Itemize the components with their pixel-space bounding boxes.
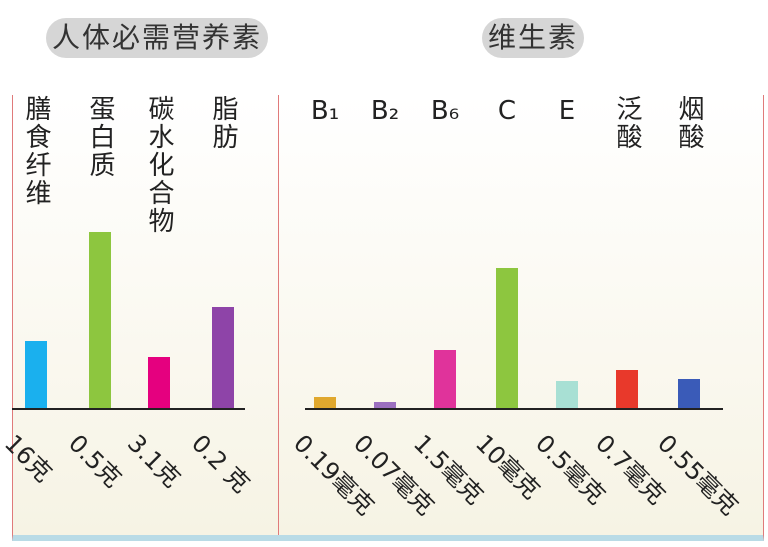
item-label: 膳食纤维 [21, 95, 51, 207]
item-label: B₂ [370, 96, 400, 126]
board [12, 95, 764, 541]
bar [616, 370, 638, 408]
bar [212, 307, 234, 408]
item-label: 烟酸 [674, 95, 704, 151]
item-label: 泛酸 [612, 95, 642, 151]
item-label: B₁ [310, 96, 340, 126]
item-label: 脂肪 [208, 95, 238, 151]
item-label: 蛋白质 [85, 95, 115, 179]
left-title: 人体必需营养素 [46, 18, 269, 58]
bar [148, 357, 170, 408]
bar [314, 397, 336, 408]
item-label: B₆ [430, 96, 460, 126]
axis-line [305, 408, 723, 410]
bar [25, 341, 47, 408]
item-label: 碳水化合物 [144, 95, 174, 235]
bar [434, 350, 456, 408]
right-title: 维生素 [482, 18, 585, 58]
bar [556, 381, 578, 408]
bar [678, 379, 700, 408]
bar [374, 402, 396, 408]
bar [89, 232, 111, 408]
item-label: E [558, 96, 576, 126]
bar [496, 268, 518, 408]
item-label: C [497, 96, 517, 126]
separator [278, 95, 279, 535]
axis-line [12, 408, 245, 410]
